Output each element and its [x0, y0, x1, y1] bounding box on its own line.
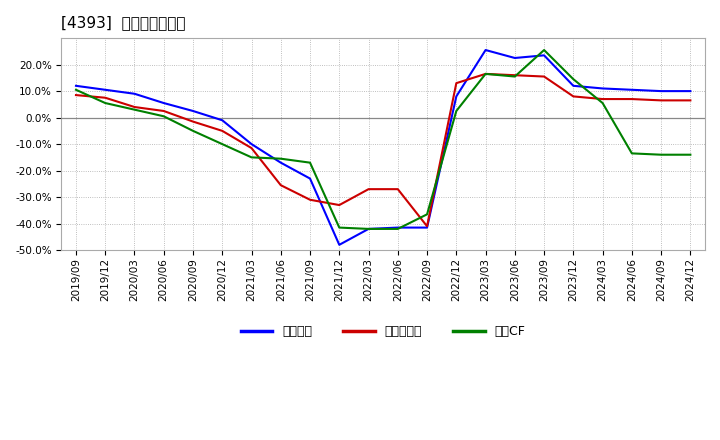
経常利益: [276, 160, 285, 165]
営業CF: [306, 160, 315, 165]
営業CF: [598, 100, 607, 106]
営業CF: [247, 155, 256, 160]
当期純利益: [686, 98, 695, 103]
営業CF: [189, 128, 197, 133]
当期純利益: [130, 104, 139, 110]
経常利益: [101, 87, 109, 92]
当期純利益: [628, 96, 636, 102]
経常利益: [364, 226, 373, 231]
経常利益: [628, 87, 636, 92]
当期純利益: [276, 183, 285, 188]
Legend: 経常利益, 当期純利益, 営業CF: 経常利益, 当期純利益, 営業CF: [236, 320, 531, 343]
Line: 当期純利益: 当期純利益: [76, 74, 690, 226]
営業CF: [130, 107, 139, 112]
営業CF: [540, 48, 549, 53]
経常利益: [335, 242, 343, 247]
当期純利益: [189, 119, 197, 124]
Line: 営業CF: 営業CF: [76, 50, 690, 229]
経常利益: [159, 100, 168, 106]
営業CF: [159, 114, 168, 119]
経常利益: [686, 88, 695, 94]
経常利益: [481, 48, 490, 53]
経常利益: [452, 94, 461, 99]
経常利益: [569, 83, 577, 88]
当期純利益: [101, 95, 109, 100]
営業CF: [335, 225, 343, 230]
当期純利益: [247, 146, 256, 151]
営業CF: [276, 156, 285, 161]
当期純利益: [481, 71, 490, 77]
当期純利益: [72, 92, 81, 98]
営業CF: [72, 87, 81, 92]
当期純利益: [423, 224, 431, 229]
経常利益: [423, 225, 431, 230]
当期純利益: [335, 202, 343, 208]
経常利益: [598, 86, 607, 91]
経常利益: [189, 108, 197, 114]
営業CF: [657, 152, 665, 158]
経常利益: [540, 53, 549, 58]
営業CF: [686, 152, 695, 158]
Line: 経常利益: 経常利益: [76, 50, 690, 245]
経常利益: [394, 225, 402, 230]
経常利益: [218, 117, 227, 123]
経常利益: [510, 55, 519, 61]
Text: [4393]  マージンの推移: [4393] マージンの推移: [61, 15, 186, 30]
当期純利益: [394, 187, 402, 192]
経常利益: [306, 176, 315, 181]
営業CF: [628, 151, 636, 156]
営業CF: [423, 212, 431, 217]
経常利益: [247, 142, 256, 147]
営業CF: [364, 226, 373, 231]
当期純利益: [598, 96, 607, 102]
経常利益: [72, 83, 81, 88]
営業CF: [481, 71, 490, 77]
営業CF: [452, 108, 461, 114]
営業CF: [394, 226, 402, 231]
当期純利益: [510, 73, 519, 78]
当期純利益: [657, 98, 665, 103]
営業CF: [218, 142, 227, 147]
当期純利益: [159, 108, 168, 114]
営業CF: [569, 77, 577, 82]
経常利益: [130, 91, 139, 96]
当期純利益: [569, 94, 577, 99]
当期純利益: [306, 197, 315, 202]
経常利益: [657, 88, 665, 94]
当期純利益: [540, 74, 549, 79]
当期純利益: [364, 187, 373, 192]
営業CF: [510, 74, 519, 79]
当期純利益: [452, 81, 461, 86]
当期純利益: [218, 128, 227, 133]
営業CF: [101, 100, 109, 106]
